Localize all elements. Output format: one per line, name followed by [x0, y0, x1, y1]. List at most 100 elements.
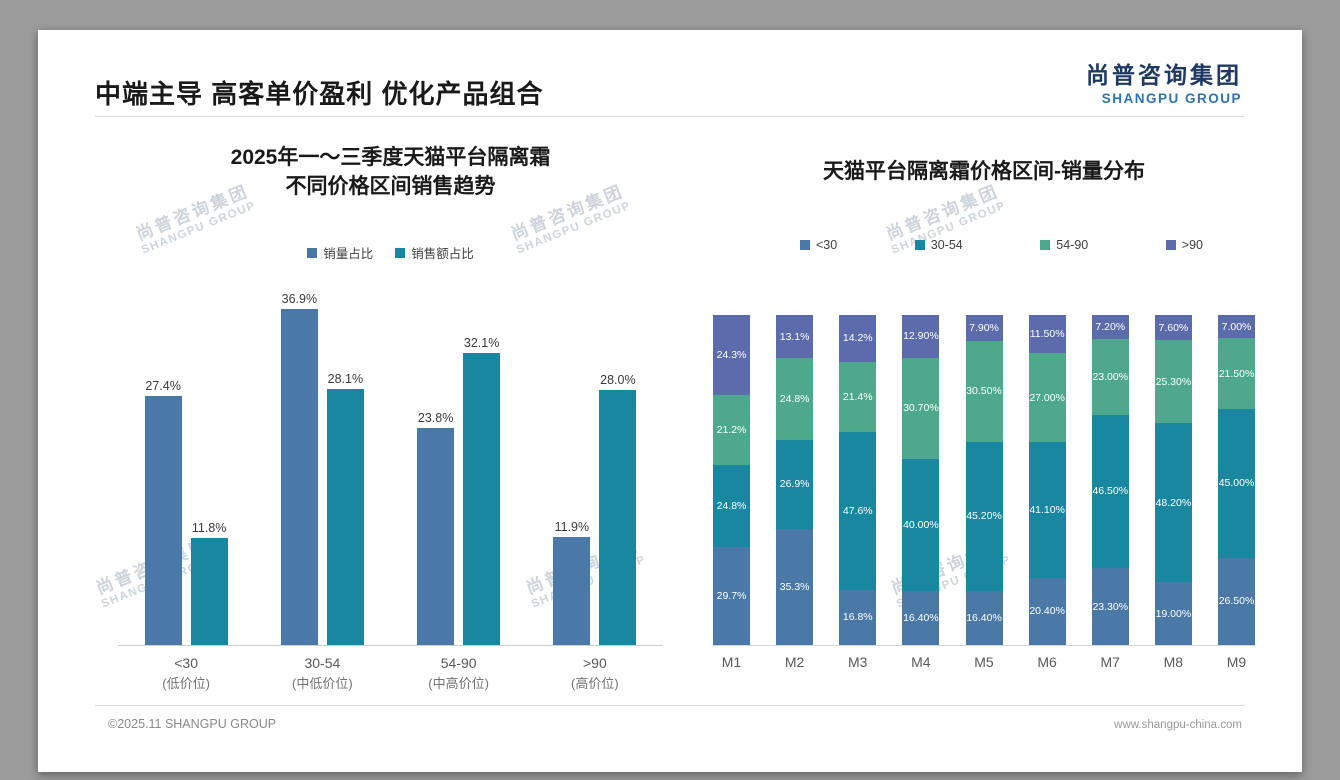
legend-swatch-icon — [307, 247, 318, 258]
stack-segment: 7.60% — [1154, 315, 1192, 341]
left-chart-x-axis: <30 (低价位) 30-54 (中低价位) 54-90 (中高价位) >90 (高价位) — [118, 655, 663, 692]
segment-value-label: 47.6% — [842, 505, 873, 518]
segment-value-label: 23.30% — [1092, 600, 1129, 613]
bar — [280, 309, 318, 645]
legend-item: 销售额占比 — [395, 243, 474, 262]
bar-column: 11.9% — [553, 520, 591, 645]
x-axis-label-sub: (中高价位) — [428, 676, 489, 691]
segment-value-label: 25.30% — [1155, 375, 1192, 388]
stack-segment: 24.3% — [713, 315, 750, 396]
segment-value-label: 45.20% — [966, 510, 1002, 523]
bar-column: 28.0% — [599, 373, 637, 645]
x-axis-label-main: >90 — [583, 655, 607, 671]
legend-swatch-icon — [395, 247, 406, 258]
footer-copyright: ©2025.11 SHANGPU GROUP — [108, 717, 277, 731]
logo-en-text: SHANGPU GROUP — [1101, 91, 1242, 106]
legend-item: 销量占比 — [307, 243, 373, 262]
bar-column: 28.1% — [326, 372, 364, 645]
stacked-bar: 12.90% 30.70% 40.00% 16.40% — [902, 315, 940, 645]
legend-label: <30 — [816, 238, 838, 252]
stack-segment: 30.50% — [965, 341, 1003, 442]
segment-value-label: 12.90% — [903, 330, 939, 343]
stacked-bar: 24.3% 21.2% 24.8% 29.7% — [713, 315, 750, 645]
bar — [144, 395, 182, 645]
x-axis-label: >90 (高价位) — [527, 655, 663, 692]
left-chart-plot: 27.4% 11.8% 36.9% 28.1% 23.8% 32.1% 11.9% 28.0% — [118, 260, 663, 646]
segment-value-label: 13.1% — [779, 330, 810, 343]
stack-segment: 30.70% — [902, 357, 940, 459]
bar-column: 27.4% — [144, 379, 182, 645]
segment-value-label: 21.4% — [842, 391, 873, 404]
left-chart-title-line2: 不同价格区间销售趋势 — [285, 175, 496, 199]
segment-value-label: 24.8% — [716, 500, 747, 513]
stacked-bar: 7.20% 23.00% 46.50% 23.30% — [1091, 315, 1129, 646]
x-axis-label: 54-90 (中高价位) — [391, 655, 527, 692]
stacked-bar: 7.60% 25.30% 48.20% 19.00% — [1154, 315, 1192, 645]
x-axis-label: M5 — [974, 654, 994, 670]
bar-value-label: 28.0% — [600, 373, 636, 388]
segment-value-label: 24.3% — [716, 349, 747, 362]
right-chart-legend: <30 30-54 54-90 >90 — [705, 238, 1263, 252]
stack-segment: 14.2% — [839, 315, 877, 362]
bar-value-label: 11.8% — [191, 520, 227, 535]
stack-segment: 46.50% — [1091, 414, 1129, 569]
legend-label: 30-54 — [930, 238, 963, 252]
stack-segment: 23.00% — [1091, 338, 1129, 415]
segment-value-label: 16.40% — [966, 611, 1002, 624]
stack-segment: 7.20% — [1091, 315, 1129, 339]
bar — [463, 352, 501, 645]
x-axis-label: M3 — [848, 654, 868, 670]
stack-segment: 26.9% — [776, 439, 814, 529]
segment-value-label: 23.00% — [1092, 370, 1129, 383]
x-axis-label: M7 — [1100, 654, 1120, 670]
legend-swatch-icon — [914, 240, 925, 250]
bar-group: 36.9% 28.1% — [280, 292, 364, 645]
footer-divider — [95, 705, 1245, 706]
x-axis-label: M2 — [784, 654, 805, 670]
segment-value-label: 30.70% — [903, 402, 939, 415]
stack-segment: 27.00% — [1028, 353, 1066, 443]
stack-segment: 45.20% — [965, 441, 1003, 591]
x-axis-label-main: 54-90 — [440, 655, 477, 671]
segment-value-label: 7.20% — [1095, 320, 1126, 333]
bar-column: 36.9% — [280, 292, 318, 645]
stack-segment: 21.2% — [713, 395, 750, 466]
x-axis-label: 30-54 (中低价位) — [254, 655, 390, 692]
segment-value-label: 19.00% — [1155, 607, 1192, 620]
bar — [553, 536, 591, 645]
bar-value-label: 23.8% — [417, 411, 454, 426]
left-chart-title-line1: 2025年一～三季度天猫平台隔离霜 — [230, 146, 551, 169]
stack-segment: 16.8% — [839, 589, 877, 645]
segment-value-label: 48.20% — [1155, 496, 1192, 509]
x-axis-label: M1 — [721, 654, 742, 670]
bar-column: 23.8% — [417, 411, 455, 645]
segment-value-label: 21.50% — [1218, 367, 1255, 380]
bar-group: 23.8% 32.1% — [417, 336, 501, 645]
segment-value-label: 29.7% — [716, 589, 747, 602]
stack-segment: 47.6% — [839, 432, 877, 590]
footer-website: www.shangpu-china.com — [1114, 719, 1242, 731]
x-axis-label: <30 (低价位) — [118, 655, 254, 692]
segment-value-label: 7.90% — [969, 322, 999, 335]
bar-value-label: 28.1% — [327, 372, 364, 387]
segment-value-label: 26.9% — [779, 478, 810, 491]
left-chart-title: 2025年一～三季度天猫平台隔离霜 不同价格区间销售趋势 — [118, 143, 663, 202]
stack-segment: 35.3% — [776, 528, 814, 646]
right-chart-plot: 24.3% 21.2% 24.8% 29.7% 13.1% 24.8% 26.9% 35.3%… — [713, 315, 1255, 646]
segment-value-label: 14.2% — [842, 332, 873, 345]
x-axis-label: M4 — [911, 654, 931, 670]
bar-column: 32.1% — [463, 336, 501, 645]
legend-label: 销售额占比 — [411, 247, 474, 261]
x-axis-label-main: <30 — [174, 655, 198, 671]
segment-value-label: 30.50% — [966, 385, 1002, 398]
legend-item: <30 — [800, 238, 837, 252]
x-axis-label-sub: (中低价位) — [292, 676, 353, 691]
stack-segment: 16.40% — [965, 590, 1003, 645]
stack-segment: 19.00% — [1154, 582, 1192, 645]
stack-segment: 7.00% — [1218, 315, 1255, 339]
legend-item: 54-90 — [1040, 238, 1088, 252]
page-title: 中端主导 高客单价盈利 优化产品组合 — [95, 79, 544, 109]
slide: 中端主导 高客单价盈利 优化产品组合 尚普咨询集团 SHANGPU GROUP … — [38, 30, 1302, 772]
logo-cn-text: 尚普咨询集团 — [1086, 62, 1242, 88]
title-divider — [95, 116, 1244, 117]
